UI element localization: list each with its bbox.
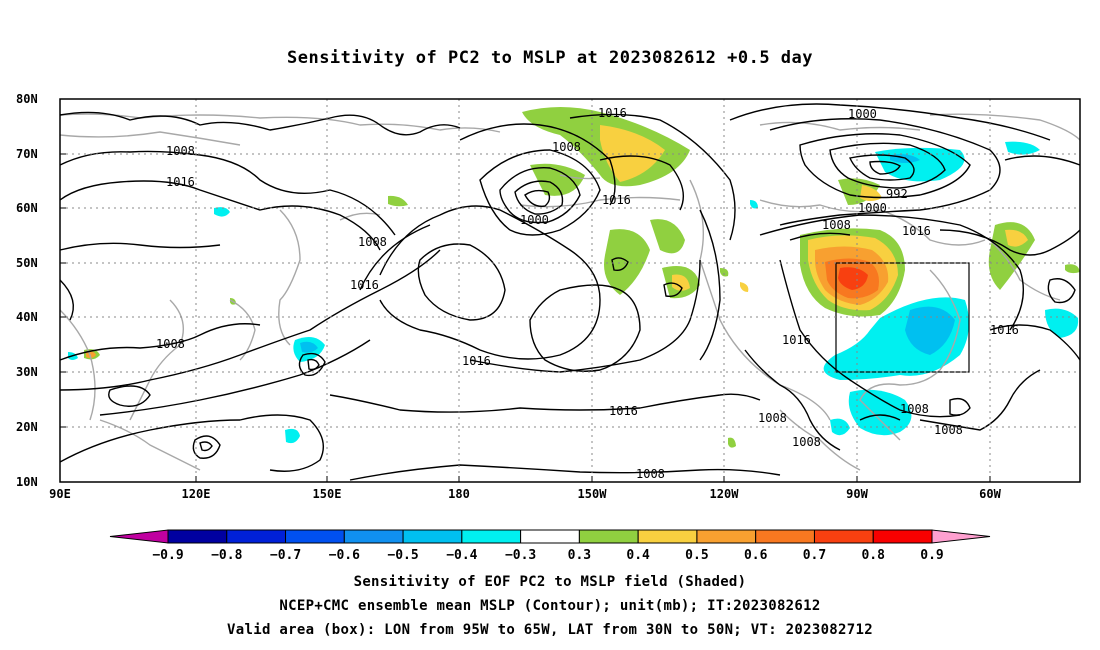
map-frame: [59, 98, 1081, 483]
lat-label: 10N: [16, 475, 38, 489]
contour-label: 1008: [156, 337, 185, 351]
colorbar-label: 0.5: [685, 548, 708, 563]
lat-label: 60N: [16, 201, 38, 215]
contour-label: 1016: [990, 323, 1019, 337]
lat-label: 50N: [16, 256, 38, 270]
colorbar: −0.9 −0.8 −0.7 −0.6 −0.5 −0.4 −0.3 0.3 0.4 0.5 0.6…: [109, 529, 991, 563]
colorbar-segment: [578, 529, 639, 544]
lat-label: 70N: [16, 147, 38, 161]
colorbar-under-arrow: [109, 529, 169, 544]
contour-label: 1008: [934, 423, 963, 437]
contour-label: 1008: [552, 140, 581, 154]
contour-label: 1016: [462, 354, 491, 368]
lon-label: 90W: [846, 487, 868, 501]
contour-label: 1000: [848, 107, 877, 121]
colorbar-segment: [226, 529, 287, 544]
colorbar-segment: [637, 529, 698, 544]
map-title: Sensitivity of PC2 to MSLP at 2023082612…: [286, 48, 813, 68]
colorbar-segment: [167, 529, 228, 544]
colorbar-segment: [872, 529, 933, 544]
contour-label: 1008: [636, 467, 665, 481]
caption-line-1: Sensitivity of EOF PC2 to MSLP field (Sh…: [353, 574, 747, 590]
colorbar-label: −0.9: [152, 548, 183, 563]
sensitivity-shading: [68, 107, 1080, 448]
contour-label: 1008: [792, 435, 821, 449]
lat-label: 80N: [16, 92, 38, 106]
lon-axis: 90E 120E 150E 180 150W 120W 90W 60W: [49, 476, 1002, 501]
colorbar-segment: [755, 529, 815, 544]
colorbar-segment: [343, 529, 404, 544]
lon-label: 90E: [49, 487, 71, 501]
colorbar-segment: [402, 529, 463, 544]
contour-label: 1016: [598, 106, 627, 120]
lat-label: 40N: [16, 310, 38, 324]
lon-label: 60W: [979, 487, 1001, 501]
lon-label: 150W: [578, 487, 608, 501]
colorbar-segment: [520, 529, 580, 544]
contour-labels: 1016 1008 1000 1016 1008 1016 1008 1016 …: [156, 106, 1019, 481]
colorbar-segment: [461, 529, 522, 544]
colorbar-segment: [285, 529, 345, 544]
contour-label: 1016: [350, 278, 379, 292]
contour-label: 1016: [609, 404, 638, 418]
colorbar-over-arrow: [931, 529, 991, 544]
contour-label: 1008: [358, 235, 387, 249]
colorbar-label: 0.4: [626, 548, 650, 563]
colorbar-label: −0.8: [211, 548, 242, 563]
colorbar-label: 0.3: [568, 548, 591, 563]
colorbar-label: −0.4: [446, 548, 477, 563]
lon-label: 120E: [182, 487, 211, 501]
colorbar-label: −0.3: [505, 548, 536, 563]
contour-label: 1008: [822, 218, 851, 232]
contour-label: 1016: [602, 193, 631, 207]
caption-line-3: Valid area (box): LON from 95W to 65W, L…: [227, 622, 873, 638]
lon-label: 150E: [313, 487, 342, 501]
contour-label: 1016: [166, 175, 195, 189]
contour-label: 1008: [900, 402, 929, 416]
colorbar-segment: [696, 529, 757, 544]
colorbar-segment: [813, 529, 874, 544]
contour-label: 992: [886, 187, 908, 201]
lon-label: 180: [448, 487, 470, 501]
colorbar-label: 0.6: [744, 548, 768, 563]
colorbar-label: −0.7: [270, 548, 301, 563]
contour-label: 1008: [166, 144, 195, 158]
colorbar-label: 0.9: [920, 548, 943, 563]
contour-label: 1008: [758, 411, 787, 425]
colorbar-label: −0.5: [387, 548, 418, 563]
contour-label: 1000: [858, 201, 887, 215]
mslp-contours: [59, 103, 1081, 481]
contour-label: 1016: [902, 224, 931, 238]
caption-line-2: NCEP+CMC ensemble mean MSLP (Contour); u…: [279, 598, 821, 614]
lon-label: 120W: [710, 487, 740, 501]
lat-label: 20N: [16, 420, 38, 434]
colorbar-label: 0.7: [803, 548, 826, 563]
gridlines: [60, 99, 1080, 482]
colorbar-label: 0.8: [861, 548, 885, 563]
contour-label: 1000: [520, 213, 549, 227]
colorbar-label: −0.6: [329, 548, 360, 563]
contour-label: 1016: [782, 333, 811, 347]
lat-label: 30N: [16, 365, 38, 379]
lat-axis: 80N 70N 60N 50N 40N 30N 20N 10N: [16, 92, 66, 489]
